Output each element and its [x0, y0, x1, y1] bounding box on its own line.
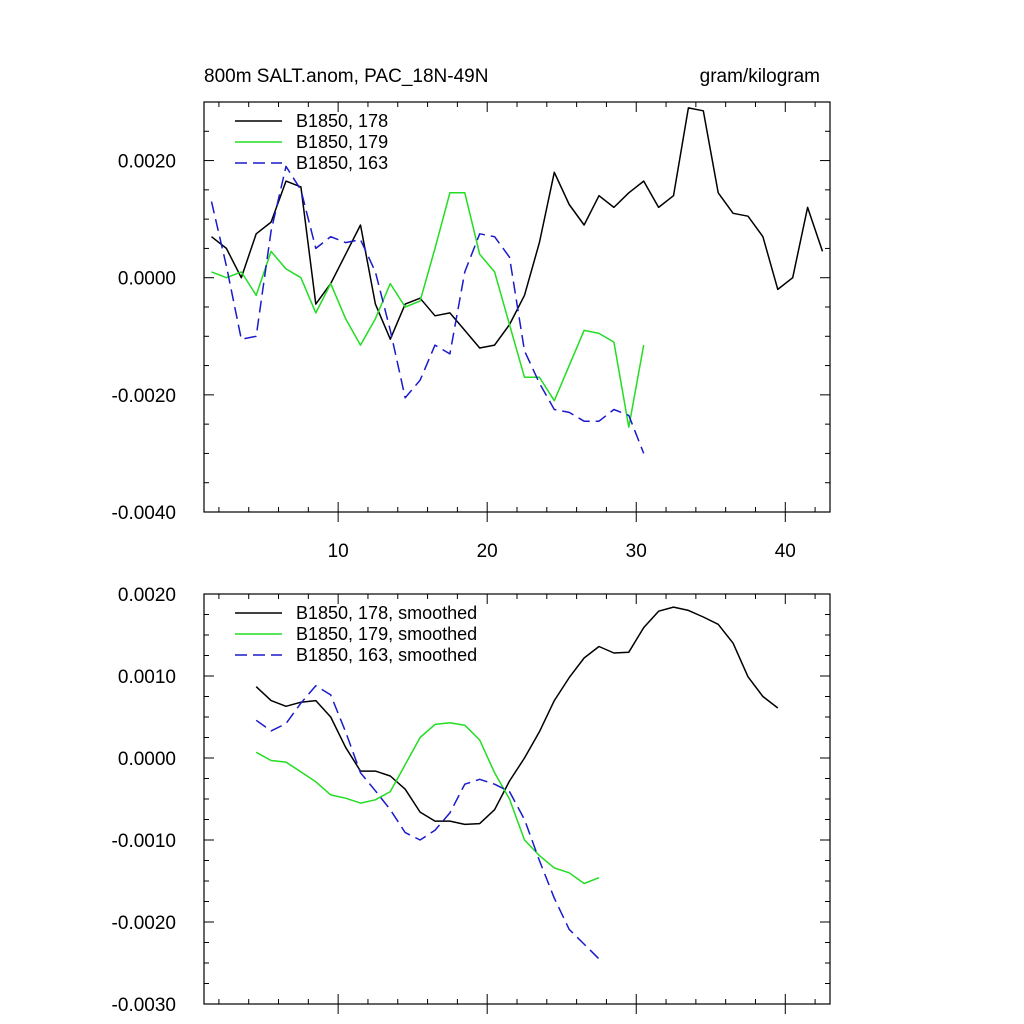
- y-tick-label: 0.0000: [118, 749, 176, 770]
- legend-label-163-smoothed: B1850, 163, smoothed: [296, 645, 477, 665]
- y-tick-label: -0.0030: [112, 995, 176, 1016]
- legend-label-179: B1850, 179: [296, 132, 388, 152]
- series-line-b1850-179-smoothed: [255, 721, 600, 885]
- top-chart-units-label: gram/kilogram: [700, 66, 820, 87]
- top-chart-legend: B1850, 178 B1850, 179 B1850, 163: [235, 111, 388, 173]
- series-line-b1850-179: [211, 192, 645, 428]
- y-tick-label: 0.0000: [118, 269, 176, 290]
- legend-label-178: B1850, 178: [296, 111, 388, 131]
- bottom-chart-ticks: -0.0030 -0.0020 -0.0010 0.0000 0.0010 0.0020: [112, 585, 830, 1016]
- top-chart-panel: 800m SALT.anom, PAC_18N-49N gram/kilogra…: [112, 66, 831, 562]
- y-tick-label: -0.0040: [112, 503, 176, 524]
- top-chart-title: 800m SALT.anom, PAC_18N-49N: [204, 66, 488, 87]
- series-line-b1850-163-smoothed: [255, 685, 600, 960]
- bottom-chart-panel: -0.0030-0.0020-0.00100.00000.00100.0020 …: [112, 585, 831, 1016]
- series-line-b1850-163: [210, 165, 645, 454]
- x-tick-label: 20: [477, 541, 498, 562]
- x-tick-label: 30: [626, 541, 647, 562]
- y-tick-label: -0.0010: [112, 831, 176, 852]
- series-line-b1850-178: [211, 107, 824, 349]
- x-tick-label: 10: [328, 541, 349, 562]
- y-tick-label: 0.0010: [118, 667, 176, 688]
- legend-label-178-smoothed: B1850, 178, smoothed: [296, 603, 477, 623]
- y-tick-label: -0.0020: [112, 913, 176, 934]
- legend-label-163: B1850, 163: [296, 153, 388, 173]
- top-chart-series: [210, 107, 824, 454]
- legend-label-179-smoothed: B1850, 179, smoothed: [296, 624, 477, 644]
- y-tick-label: 0.0020: [118, 152, 176, 173]
- x-tick-label: 40: [775, 541, 796, 562]
- y-tick-label: 0.0020: [118, 585, 176, 606]
- top-chart-ticks: 10 20 30 40 -0.0040 -0.0020 0.0000 0.0020: [112, 101, 830, 562]
- bottom-chart-series: [255, 606, 779, 960]
- bottom-chart-legend: B1850, 178, smoothed B1850, 179, smoothe…: [235, 603, 477, 665]
- series-line-b1850-178-smoothed: [255, 606, 779, 826]
- y-tick-label: -0.0020: [112, 386, 176, 407]
